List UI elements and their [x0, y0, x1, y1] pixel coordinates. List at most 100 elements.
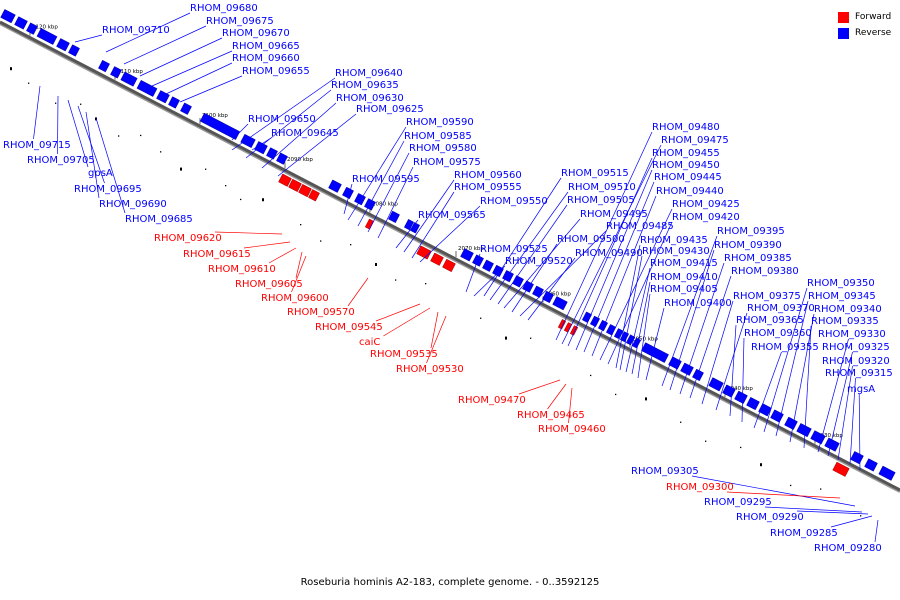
gene-block-reverse: [542, 290, 554, 304]
gene-block-reverse: [734, 390, 748, 404]
gene-label: RHOM_09650: [248, 114, 316, 125]
gene-label: RHOM_09305: [631, 466, 699, 477]
gene-label: RHOM_09475: [661, 135, 729, 146]
gene-label: RHOM_09710: [102, 25, 170, 36]
label-leader-line: [377, 166, 414, 239]
gene-label: RHOM_09360: [744, 328, 812, 339]
tick-label: 2080 kbp: [372, 201, 398, 207]
label-leader-line: [527, 257, 576, 321]
label-leader-line: [789, 313, 815, 443]
gene-block-reverse: [328, 179, 342, 193]
gene-block-reverse: [722, 384, 736, 398]
label-leader-line: [465, 253, 481, 293]
label-leader-line: [497, 204, 568, 305]
tick-label: 2070 kbp: [458, 246, 484, 252]
gene-label: RHOM_09300: [666, 482, 734, 493]
label-leader-line: [347, 126, 407, 221]
label-leader-line: [689, 275, 732, 399]
gene-label: RHOM_09445: [654, 172, 722, 183]
legend: Forward Reverse: [838, 9, 891, 41]
gene-block-reverse: [409, 222, 421, 234]
label-leader-line: [483, 177, 562, 297]
gene-label: RHOM_09415: [650, 258, 718, 269]
gene-block-reverse: [276, 152, 288, 165]
gene-label: RHOM_09465: [517, 410, 585, 421]
gene-block-reverse: [810, 430, 826, 445]
gene-label: RHOM_09400: [664, 298, 732, 309]
label-leader-line: [615, 244, 641, 369]
gene-block-reverse: [56, 38, 70, 52]
gene-label: RHOM_09430: [642, 246, 710, 257]
label-leader-line: [567, 157, 653, 347]
gene-block-forward: [442, 258, 456, 273]
gene-label: RHOM_09380: [731, 266, 799, 277]
gene-label: RHOM_09460: [538, 424, 606, 435]
gene-label: RHOM_09645: [271, 128, 339, 139]
label-leader-line: [347, 277, 369, 307]
gene-block-forward: [563, 322, 573, 333]
gene-block-forward: [364, 218, 375, 230]
gene-block-reverse: [180, 102, 192, 115]
gene-block-reverse: [746, 396, 760, 411]
label-leader-line: [179, 75, 243, 103]
gene-block-forward: [288, 178, 302, 192]
feature-dot: [160, 151, 162, 153]
gene-label: RHOM_09625: [356, 104, 424, 115]
gene-block-reverse: [532, 285, 544, 298]
gene-block-reverse: [388, 210, 400, 223]
feature-dot: [118, 135, 120, 137]
label-leader-line: [679, 262, 725, 395]
legend-label-reverse: Reverse: [855, 28, 892, 38]
feature-dot: [375, 263, 377, 266]
label-leader-line: [430, 311, 439, 349]
gene-block-reverse: [240, 133, 256, 148]
gene-label: RHOM_09675: [206, 16, 274, 27]
feature-dot: [645, 397, 647, 401]
gene-label: RHOM_09575: [413, 157, 481, 168]
label-leader-line: [291, 255, 307, 293]
gene-block-reverse: [625, 334, 636, 346]
gene-label: RHOM_09545: [315, 322, 383, 333]
gene-label: RHOM_09580: [409, 143, 477, 154]
label-leader-line: [827, 351, 853, 457]
gene-block-reverse: [641, 342, 669, 363]
feature-dot: [28, 82, 30, 84]
gene-block-reverse: [156, 90, 170, 104]
label-leader-line: [67, 99, 89, 168]
label-leader-line: [74, 34, 103, 43]
gene-label: RHOM_09610: [208, 264, 276, 275]
gene-label: RHOM_09535: [370, 349, 438, 360]
gene-label: RHOM_09440: [656, 186, 724, 197]
feature-dot: [680, 421, 682, 423]
gene-label: RHOM_09315: [825, 368, 893, 379]
gene-label: RHOM_09685: [125, 214, 193, 225]
label-leader-line: [547, 383, 567, 410]
gene-label: RHOM_09595: [352, 174, 420, 185]
gene-block-reverse: [26, 22, 38, 35]
gene-label: RHOM_09285: [770, 528, 838, 539]
gene-label: RHOM_09490: [575, 248, 643, 259]
tick-label: 2120 kbp: [32, 25, 58, 31]
label-leader-line: [57, 95, 59, 155]
gene-label: RHOM_09655: [242, 66, 310, 77]
gene-label: RHOM_09605: [235, 279, 303, 290]
gene-block-reverse: [472, 254, 484, 267]
gene-block-reverse: [354, 193, 366, 206]
label-leader-line: [701, 300, 734, 405]
label-leader-line: [830, 515, 873, 528]
label-leader-line: [277, 113, 357, 177]
gene-label: RHOM_09355: [751, 342, 819, 353]
label-leader-line: [874, 519, 879, 543]
gene-label: RHOM_09425: [672, 199, 740, 210]
label-leader-line: [85, 111, 100, 199]
label-leader-line: [403, 179, 455, 253]
gene-block-reverse: [68, 44, 80, 57]
gene-label: RHOM_09505: [567, 195, 635, 206]
tick-label: 2060 kbp: [545, 291, 571, 297]
label-leader-line: [231, 77, 336, 151]
gene-label: RHOM_09550: [480, 196, 548, 207]
label-leader-line: [426, 315, 447, 364]
label-leader-line: [575, 169, 653, 351]
gene-label: RHOM_09335: [811, 316, 879, 327]
